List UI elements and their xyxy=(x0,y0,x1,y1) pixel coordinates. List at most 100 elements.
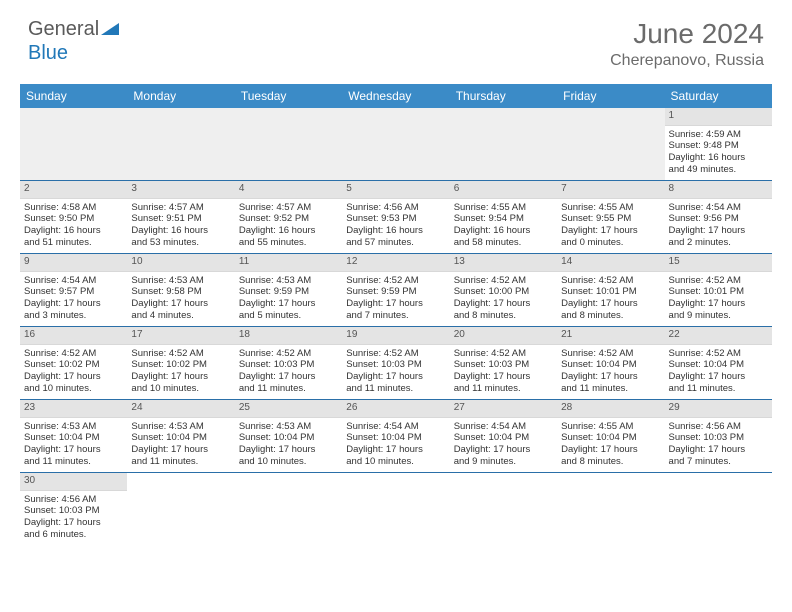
day-details: Sunrise: 4:52 AMSunset: 10:01 PMDaylight… xyxy=(665,272,772,327)
daylight-text: Daylight: 17 hours xyxy=(669,298,768,310)
sunrise-text: Sunrise: 4:52 AM xyxy=(346,348,445,360)
daylight-text: Daylight: 17 hours xyxy=(454,444,553,456)
calendar-empty-cell xyxy=(342,108,449,180)
day-details: Sunrise: 4:52 AMSunset: 10:04 PMDaylight… xyxy=(557,345,664,400)
sunrise-text: Sunrise: 4:52 AM xyxy=(239,348,338,360)
daylight-text: Daylight: 17 hours xyxy=(24,517,123,529)
calendar-day-cell: 12 Sunrise: 4:52 AMSunset: 9:59 PMDayligh… xyxy=(342,254,449,326)
calendar-day-cell: 28Sunrise: 4:55 AMSunset: 10:04 PMDaylig… xyxy=(557,400,664,472)
daylight-text: and 11 minutes. xyxy=(454,383,553,395)
daylight-text: Daylight: 17 hours xyxy=(346,371,445,383)
day-number: 1 xyxy=(665,108,772,126)
daylight-text: Daylight: 17 hours xyxy=(346,298,445,310)
calendar-day-cell: 22Sunrise: 4:52 AMSunset: 10:04 PMDaylig… xyxy=(665,327,772,399)
sunset-text: Sunset: 10:04 PM xyxy=(561,432,660,444)
calendar-day-cell: 18 Sunrise: 4:52 AMSunset: 10:03 PMDaylig… xyxy=(235,327,342,399)
calendar-empty-cell xyxy=(127,473,234,545)
day-details: Sunrise: 4:52 AMSunset: 10:00 PMDaylight… xyxy=(450,272,557,327)
sunset-text: Sunset: 9:59 PM xyxy=(346,286,445,298)
sunset-text: Sunset: 9:51 PM xyxy=(131,213,230,225)
daylight-text: and 10 minutes. xyxy=(346,456,445,468)
daylight-text: and 58 minutes. xyxy=(454,237,553,249)
day-header-row: SundayMondayTuesdayWednesdayThursdayFrid… xyxy=(20,84,772,108)
day-header-cell: Wednesday xyxy=(342,84,449,108)
daylight-text: and 10 minutes. xyxy=(239,456,338,468)
sunset-text: Sunset: 10:01 PM xyxy=(669,286,768,298)
daylight-text: Daylight: 17 hours xyxy=(561,444,660,456)
sunset-text: Sunset: 10:02 PM xyxy=(131,359,230,371)
calendar-day-cell: 26Sunrise: 4:54 AMSunset: 10:04 PMDaylig… xyxy=(342,400,449,472)
calendar-day-cell: 10Sunrise: 4:53 AMSunset: 9:58 PMDayligh… xyxy=(127,254,234,326)
day-details: Sunrise: 4:55 AMSunset: 10:04 PMDaylight… xyxy=(557,418,664,473)
day-number: 20 xyxy=(450,327,557,345)
calendar-empty-cell xyxy=(127,108,234,180)
day-number: 27 xyxy=(450,400,557,418)
sunrise-text: Sunrise: 4:57 AM xyxy=(239,202,338,214)
day-number: 28 xyxy=(557,400,664,418)
daylight-text: Daylight: 17 hours xyxy=(561,298,660,310)
sunset-text: Sunset: 9:48 PM xyxy=(669,140,768,152)
calendar-day-cell: 16Sunrise: 4:52 AMSunset: 10:02 PMDaylig… xyxy=(20,327,127,399)
sunset-text: Sunset: 10:03 PM xyxy=(346,359,445,371)
sunset-text: Sunset: 10:03 PM xyxy=(239,359,338,371)
calendar-day-cell: 3Sunrise: 4:57 AMSunset: 9:51 PMDaylight… xyxy=(127,181,234,253)
calendar-empty-cell xyxy=(20,108,127,180)
calendar-week-row: 23Sunrise: 4:53 AMSunset: 10:04 PMDaylig… xyxy=(20,400,772,473)
day-details: Sunrise: 4:56 AMSunset: 9:53 PMDaylight:… xyxy=(342,199,449,254)
daylight-text: Daylight: 17 hours xyxy=(454,298,553,310)
daylight-text: Daylight: 17 hours xyxy=(669,225,768,237)
day-details: Sunrise: 4:56 AMSunset: 10:03 PMDaylight… xyxy=(20,491,127,546)
day-number: 18 xyxy=(235,327,342,345)
day-number: 12 xyxy=(342,254,449,272)
day-number: 30 xyxy=(20,473,127,491)
day-number: 11 xyxy=(235,254,342,272)
sunset-text: Sunset: 9:58 PM xyxy=(131,286,230,298)
sunset-text: Sunset: 10:04 PM xyxy=(561,359,660,371)
day-details: Sunrise: 4:52 AMSunset: 10:02 PMDaylight… xyxy=(127,345,234,400)
day-details: Sunrise: 4:52 AMSunset: 10:04 PMDaylight… xyxy=(665,345,772,400)
calendar-day-cell: 1Sunrise: 4:59 AMSunset: 9:48 PMDaylight… xyxy=(665,108,772,180)
day-details: Sunrise: 4:54 AMSunset: 9:57 PMDaylight:… xyxy=(20,272,127,327)
sunrise-text: Sunrise: 4:52 AM xyxy=(669,275,768,287)
sunrise-text: Sunrise: 4:58 AM xyxy=(24,202,123,214)
day-number: 3 xyxy=(127,181,234,199)
calendar-empty-cell xyxy=(235,108,342,180)
calendar: SundayMondayTuesdayWednesdayThursdayFrid… xyxy=(20,84,772,545)
daylight-text: Daylight: 16 hours xyxy=(24,225,123,237)
sunset-text: Sunset: 9:57 PM xyxy=(24,286,123,298)
day-number: 14 xyxy=(557,254,664,272)
daylight-text: and 7 minutes. xyxy=(669,456,768,468)
calendar-week-row: 2Sunrise: 4:58 AMSunset: 9:50 PMDaylight… xyxy=(20,181,772,254)
day-header-cell: Thursday xyxy=(450,84,557,108)
day-details: Sunrise: 4:59 AMSunset: 9:48 PMDaylight:… xyxy=(665,126,772,181)
calendar-day-cell: 27Sunrise: 4:54 AMSunset: 10:04 PMDaylig… xyxy=(450,400,557,472)
calendar-week-row: 1Sunrise: 4:59 AMSunset: 9:48 PMDaylight… xyxy=(20,108,772,181)
day-number: 17 xyxy=(127,327,234,345)
daylight-text: and 10 minutes. xyxy=(131,383,230,395)
day-details: Sunrise: 4:55 AMSunset: 9:55 PMDaylight:… xyxy=(557,199,664,254)
daylight-text: Daylight: 17 hours xyxy=(24,298,123,310)
calendar-day-cell: 13Sunrise: 4:52 AMSunset: 10:00 PMDaylig… xyxy=(450,254,557,326)
daylight-text: Daylight: 17 hours xyxy=(239,371,338,383)
sunrise-text: Sunrise: 4:56 AM xyxy=(24,494,123,506)
daylight-text: Daylight: 17 hours xyxy=(24,444,123,456)
sunrise-text: Sunrise: 4:53 AM xyxy=(24,421,123,433)
day-number: 10 xyxy=(127,254,234,272)
day-details: Sunrise: 4:52 AMSunset: 10:02 PMDaylight… xyxy=(20,345,127,400)
calendar-body: 1Sunrise: 4:59 AMSunset: 9:48 PMDaylight… xyxy=(20,108,772,545)
sunset-text: Sunset: 10:04 PM xyxy=(346,432,445,444)
sunset-text: Sunset: 10:03 PM xyxy=(454,359,553,371)
day-details: Sunrise: 4:54 AMSunset: 9:56 PMDaylight:… xyxy=(665,199,772,254)
day-details: Sunrise: 4:52 AMSunset: 10:01 PMDaylight… xyxy=(557,272,664,327)
sunrise-text: Sunrise: 4:52 AM xyxy=(561,348,660,360)
sunset-text: Sunset: 10:04 PM xyxy=(131,432,230,444)
daylight-text: and 4 minutes. xyxy=(131,310,230,322)
sunrise-text: Sunrise: 4:52 AM xyxy=(346,275,445,287)
daylight-text: Daylight: 17 hours xyxy=(561,225,660,237)
daylight-text: Daylight: 16 hours xyxy=(454,225,553,237)
day-details: Sunrise: 4:57 AMSunset: 9:51 PMDaylight:… xyxy=(127,199,234,254)
day-number: 7 xyxy=(557,181,664,199)
sunrise-text: Sunrise: 4:57 AM xyxy=(131,202,230,214)
day-header-cell: Friday xyxy=(557,84,664,108)
daylight-text: Daylight: 16 hours xyxy=(346,225,445,237)
